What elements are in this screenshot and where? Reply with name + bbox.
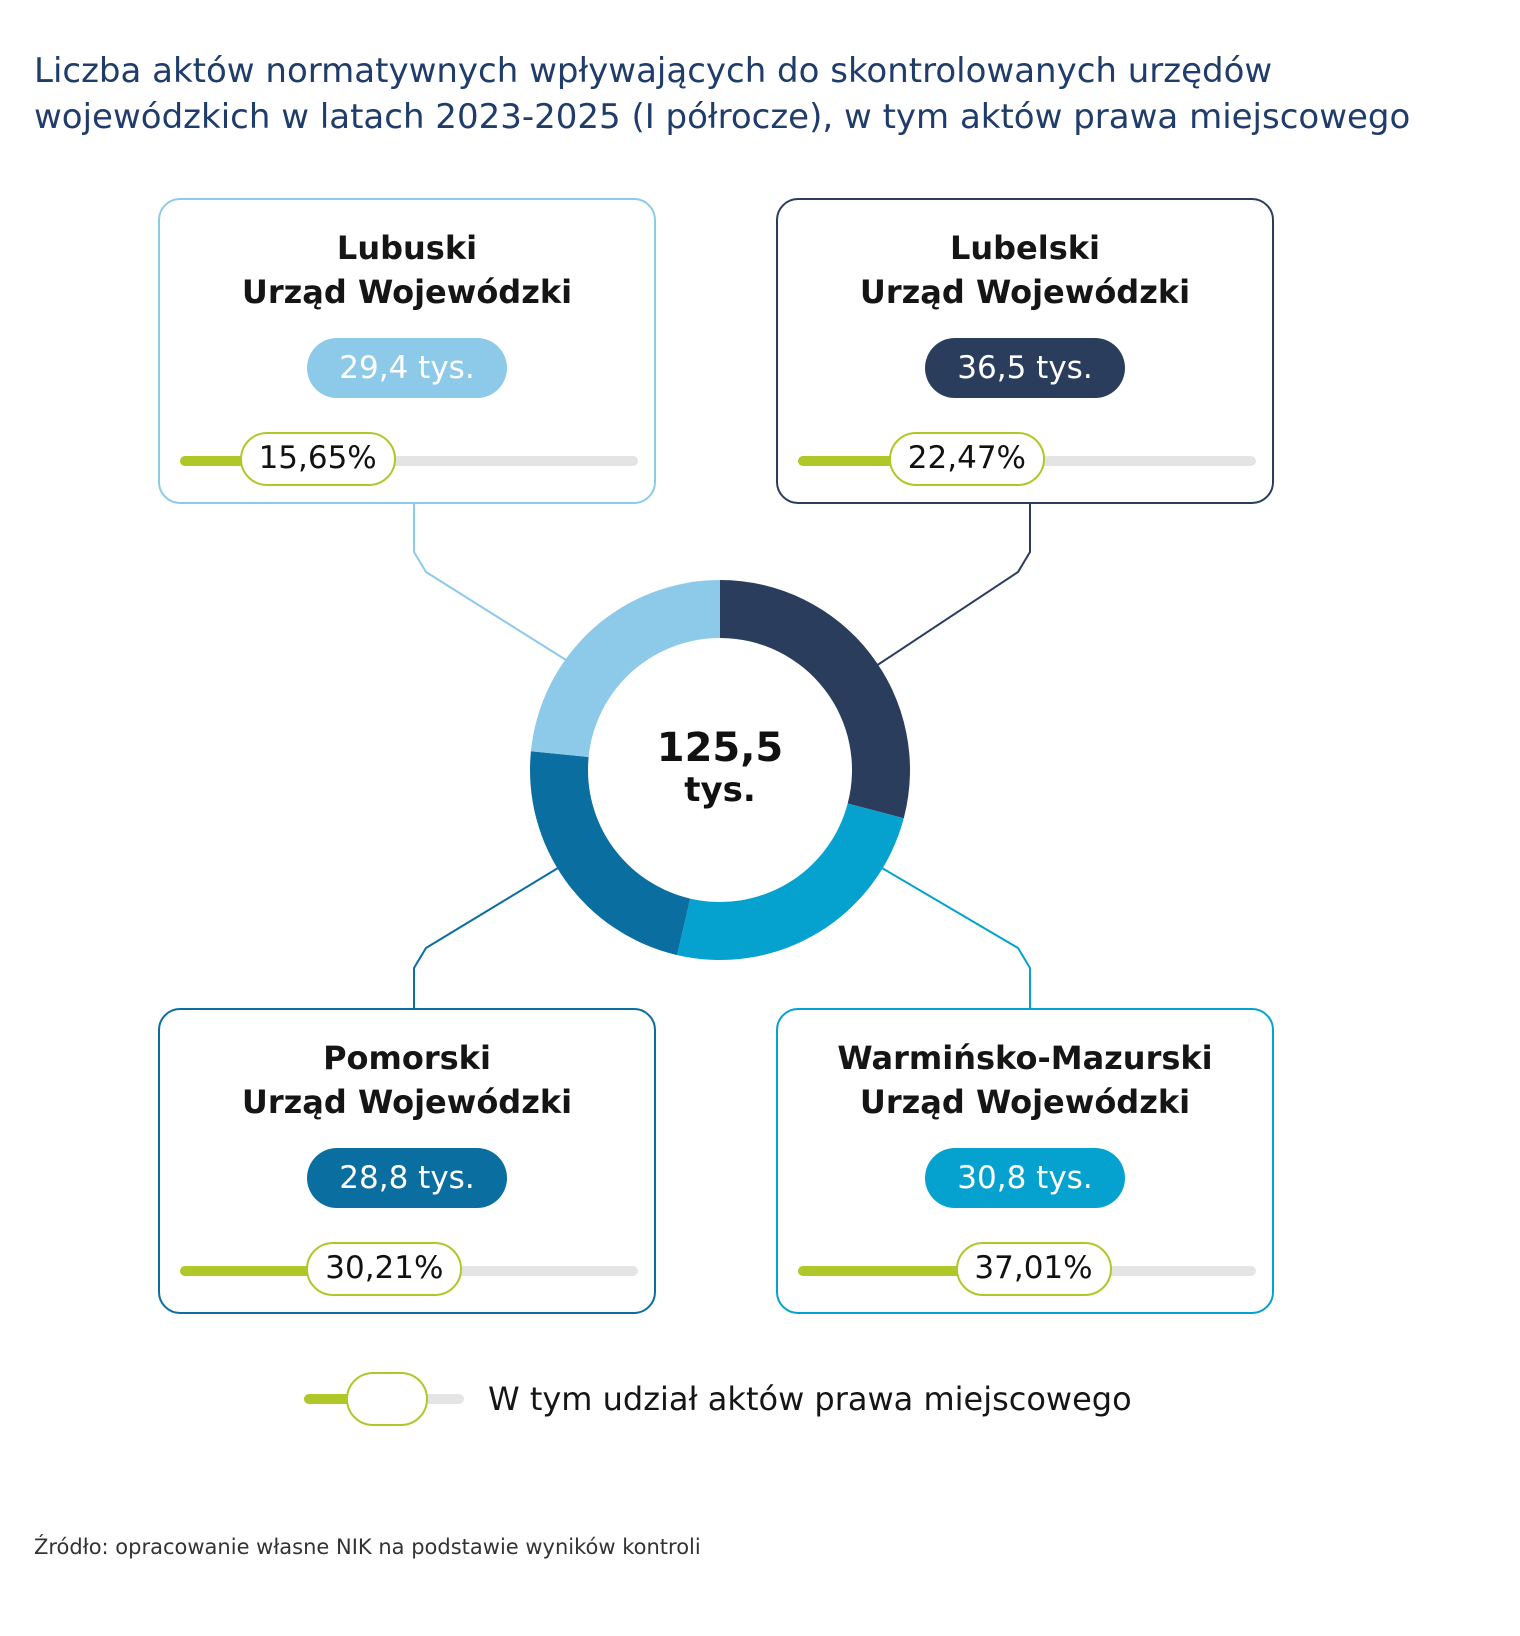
card-lubuski-share: 15,65% [239, 432, 396, 486]
card-pomorski-progress-track: 30,21% [180, 1242, 638, 1296]
chart-title-line2: wojewódzkich w latach 2023-2025 (I półro… [34, 97, 1411, 137]
chart-title: Liczba aktów normatywnych wpływających d… [34, 48, 1494, 140]
card-lubelski-name: Lubelski Urząd Wojewódzki [778, 226, 1272, 314]
chart-title-line1: Liczba aktów normatywnych wpływających d… [34, 51, 1273, 91]
card-pomorski: Pomorski Urząd Wojewódzki 28,8 tys. 30,2… [158, 1008, 656, 1314]
card-lubelski: Lubelski Urząd Wojewódzki 36,5 tys. 22,4… [776, 198, 1274, 504]
donut-center-total: 125,5 [656, 725, 784, 771]
card-pomorski-name: Pomorski Urząd Wojewódzki [160, 1036, 654, 1124]
card-lubuski-name: Lubuski Urząd Wojewódzki [160, 226, 654, 314]
card-warminsko-mazurski-value: 30,8 tys. [925, 1148, 1125, 1208]
card-lubelski-progress-track: 22,47% [798, 432, 1256, 486]
donut-slice-lubelski [720, 580, 910, 819]
card-pomorski-progress-fill [180, 1266, 385, 1276]
donut-slice-lubuski [530, 580, 720, 757]
connector-warminsko-mazurski [881, 867, 1031, 1010]
card-lubuski-name-line2: Urząd Wojewódzki [241, 273, 573, 311]
connector-lubuski [413, 504, 567, 661]
card-warminsko-mazurski-progress-fill [798, 1266, 1034, 1276]
card-pomorski-name-line1: Pomorski [323, 1039, 491, 1077]
card-warminsko-mazurski-name-line1: Warmińsko-Mazurski [837, 1039, 1213, 1077]
legend-swatch [304, 1372, 464, 1426]
card-pomorski-value: 28,8 tys. [307, 1148, 507, 1208]
connector-lubelski [875, 504, 1031, 667]
connector-pomorski [413, 867, 559, 1010]
card-warminsko-mazurski: Warmińsko-Mazurski Urząd Wojewódzki 30,8… [776, 1008, 1274, 1314]
card-lubelski-progress-fill [798, 456, 967, 466]
card-lubuski-name-line1: Lubuski [336, 229, 478, 267]
card-lubelski-value: 36,5 tys. [925, 338, 1125, 398]
donut-slice-warminsko-mazurski [677, 803, 904, 960]
card-lubelski-name-line1: Lubelski [949, 229, 1101, 267]
legend-swatch-fill [304, 1394, 364, 1404]
card-warminsko-mazurski-name: Warmińsko-Mazurski Urząd Wojewódzki [778, 1036, 1272, 1124]
card-warminsko-mazurski-share: 37,01% [955, 1242, 1112, 1296]
legend-label: W tym udział aktów prawa miejscowego [488, 1380, 1132, 1418]
source-note: Źródło: opracowanie własne NIK na podsta… [34, 1535, 701, 1559]
card-pomorski-share: 30,21% [306, 1242, 463, 1296]
card-pomorski-name-line2: Urząd Wojewódzki [241, 1083, 573, 1121]
donut-center-unit: tys. [684, 770, 756, 810]
card-lubelski-name-line2: Urząd Wojewódzki [859, 273, 1191, 311]
card-warminsko-mazurski-progress-track: 37,01% [798, 1242, 1256, 1296]
legend-swatch-pill [346, 1372, 428, 1426]
card-lubuski-value: 29,4 tys. [307, 338, 507, 398]
card-lubuski-progress-track: 15,65% [180, 432, 638, 486]
card-warminsko-mazurski-name-line2: Urząd Wojewódzki [859, 1083, 1191, 1121]
donut-slice-pomorski [529, 751, 691, 956]
card-lubelski-share: 22,47% [888, 432, 1045, 486]
card-lubuski: Lubuski Urząd Wojewódzki 29,4 tys. 15,65… [158, 198, 656, 504]
